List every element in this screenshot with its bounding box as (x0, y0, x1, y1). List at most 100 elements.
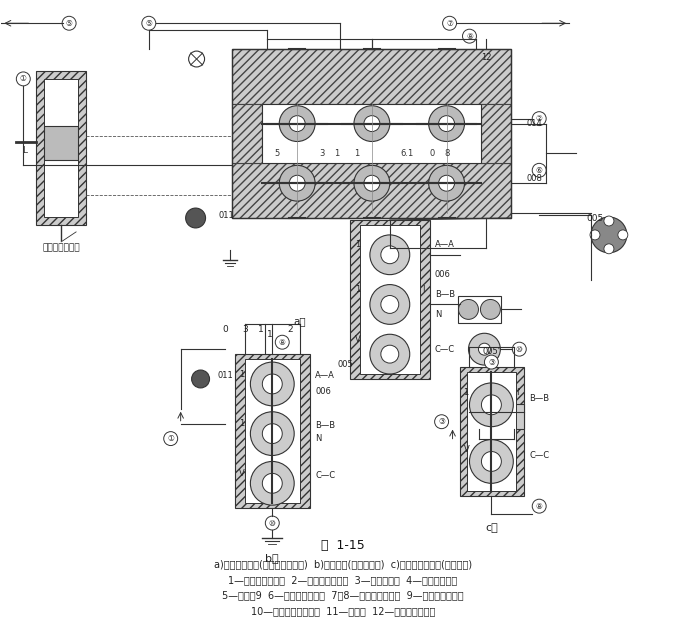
Text: 005': 005' (482, 347, 500, 356)
Text: 6.1: 6.1 (400, 149, 414, 158)
Circle shape (512, 342, 526, 356)
Text: 1: 1 (257, 325, 263, 334)
Text: 3: 3 (320, 149, 324, 158)
Circle shape (469, 333, 500, 365)
Bar (460, 367, 524, 496)
Circle shape (364, 175, 380, 191)
Circle shape (469, 439, 513, 483)
Circle shape (364, 116, 380, 132)
Text: C—C: C—C (315, 471, 335, 480)
Text: 2: 2 (287, 325, 293, 334)
Text: 005: 005 (337, 360, 353, 368)
Text: B—B: B—B (315, 421, 335, 430)
Circle shape (532, 499, 546, 513)
Bar (350, 220, 429, 379)
Text: ③: ③ (488, 358, 495, 366)
Text: 5: 5 (274, 149, 280, 158)
Bar (458, 295, 501, 323)
Text: A—A: A—A (315, 371, 335, 381)
Circle shape (265, 516, 279, 530)
Text: ⑧: ⑧ (466, 32, 473, 41)
Text: ③: ③ (438, 417, 445, 426)
Text: 011: 011 (219, 210, 234, 220)
Circle shape (590, 230, 600, 240)
Text: B—B: B—B (529, 394, 549, 404)
Circle shape (354, 106, 390, 142)
Text: L: L (22, 146, 27, 155)
Text: C—C: C—C (435, 345, 455, 353)
Text: 008: 008 (526, 174, 542, 183)
Text: ⑤: ⑤ (145, 19, 152, 28)
Text: ⑤: ⑤ (66, 19, 73, 28)
Text: 014: 014 (526, 119, 542, 128)
Circle shape (478, 343, 490, 355)
Circle shape (250, 362, 294, 406)
Circle shape (354, 165, 390, 201)
Text: a)液液压系统图(开停阀处于开位)  b)原开停阀(处于开停位)  c)改进后的开停阀(处于停位): a)液液压系统图(开停阀处于开位) b)原开停阀(处于开停位) c)改进后的开停… (214, 559, 472, 569)
Circle shape (591, 217, 627, 253)
Circle shape (262, 374, 282, 394)
Text: 011: 011 (217, 371, 233, 381)
Circle shape (429, 106, 464, 142)
Bar (262, 104, 482, 163)
Circle shape (370, 235, 410, 275)
Text: 0: 0 (429, 149, 434, 158)
Text: ⑦: ⑦ (446, 19, 453, 28)
Bar (246, 359, 300, 503)
Text: ①: ① (20, 74, 27, 84)
Circle shape (164, 431, 178, 446)
Circle shape (370, 285, 410, 324)
Circle shape (604, 216, 614, 226)
Text: I': I' (517, 388, 521, 397)
Bar (467, 372, 517, 491)
Text: 3: 3 (243, 325, 248, 334)
Bar (233, 49, 511, 104)
Text: 006: 006 (315, 387, 331, 396)
Text: B—B: B—B (435, 290, 455, 299)
Bar (482, 104, 511, 163)
Circle shape (381, 246, 399, 264)
Text: 0: 0 (222, 325, 228, 334)
Bar (469, 404, 524, 429)
Text: ⑥: ⑥ (536, 166, 543, 175)
Text: C—C: C—C (529, 451, 549, 460)
Text: ⑩: ⑩ (516, 345, 523, 353)
Text: 1: 1 (354, 149, 359, 158)
Text: 1: 1 (464, 388, 469, 397)
Circle shape (189, 51, 204, 67)
Text: V: V (239, 469, 245, 478)
Circle shape (142, 16, 156, 30)
Bar (360, 225, 420, 374)
Text: c）: c） (485, 523, 498, 533)
Text: 8: 8 (444, 149, 449, 158)
Text: I: I (422, 285, 424, 294)
Circle shape (250, 412, 294, 456)
Circle shape (186, 208, 206, 228)
Circle shape (262, 474, 282, 493)
Text: 增加的手动控阀: 增加的手动控阀 (43, 243, 80, 253)
Text: N: N (435, 310, 441, 319)
Text: 1: 1 (355, 285, 360, 294)
Text: 005: 005 (587, 214, 604, 222)
Circle shape (435, 415, 449, 429)
Circle shape (289, 116, 305, 132)
Text: 图  1-15: 图 1-15 (321, 539, 365, 552)
Bar (36, 71, 86, 225)
Circle shape (462, 29, 477, 43)
Text: N: N (315, 434, 322, 443)
Circle shape (438, 116, 455, 132)
Bar (44, 79, 78, 217)
Circle shape (429, 165, 464, 201)
Bar (44, 126, 78, 160)
Circle shape (458, 300, 478, 319)
Circle shape (16, 72, 30, 86)
Text: ⑧: ⑧ (279, 338, 285, 347)
Circle shape (62, 16, 76, 30)
Circle shape (532, 163, 546, 177)
Circle shape (279, 106, 315, 142)
Circle shape (381, 345, 399, 363)
Circle shape (279, 165, 315, 201)
Bar (235, 354, 310, 508)
Circle shape (469, 383, 513, 426)
Text: a）: a） (294, 316, 307, 326)
